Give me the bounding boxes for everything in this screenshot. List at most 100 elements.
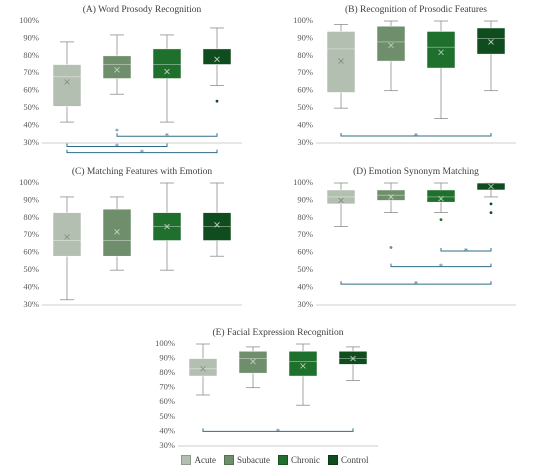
y-tick-label: 70% [23,67,39,77]
y-tick-label: 70% [23,229,39,239]
legend-label-chronic: Chronic [290,455,320,465]
y-tick-label: 80% [159,367,175,377]
box-control [338,346,368,381]
chart-panel-3: (D) Emotion Synonym Matching 30% 40% 50% 60%… [293,166,516,309]
box-body [102,55,132,79]
box-control [202,182,232,257]
legend-label-control: Control [340,455,369,465]
significance-star: * [439,262,443,271]
outlier-point [215,99,219,103]
mean-marker [388,194,394,200]
bracket-line [340,281,492,285]
y-tick-label: 40% [23,282,39,292]
y-tick-label: 90% [297,32,313,42]
mean-marker [214,222,220,228]
mean-marker [338,58,344,64]
mean-marker [438,49,444,56]
box-body [326,31,356,93]
box-body [376,25,406,62]
box-subacute [376,20,406,92]
box-body [476,27,506,55]
y-tick-label: 30% [159,440,175,450]
outlier-point [389,246,393,249]
bracket-line [440,247,492,252]
legend: Acute Subacute Chronic Control [0,455,550,465]
significance-star: * [165,132,169,141]
y-tick-label: 100% [293,177,313,187]
significance-bracket: * [66,142,168,151]
y-tick-label: 50% [23,102,39,112]
significance-bracket: * [340,132,492,141]
y-tick-label: 30% [23,299,39,309]
y-tick-label: 100% [19,177,39,187]
mean-marker [64,79,70,85]
chart-title: (A) Word Prosody Recognition [83,4,202,15]
legend-label-subacute: Subacute [236,455,270,465]
box-body [52,64,82,107]
y-tick-label: 80% [297,50,313,60]
box-subacute [102,34,132,95]
bracket-line [390,263,492,268]
box-acute [188,343,218,396]
y-tick-label: 90% [23,32,39,42]
significance-star: * [115,127,119,136]
box-body [426,189,456,203]
mean-marker [200,365,206,372]
significance-bracket: * [440,246,492,255]
box-body [288,351,318,377]
box-control [476,20,506,92]
legend-item-control: Control [327,455,369,465]
y-tick-label: 60% [23,247,39,257]
box-body [102,208,132,257]
legend-item-subacute: Subacute [223,455,270,465]
y-tick-label: 70% [159,382,175,392]
box-body [338,351,368,365]
box-subacute [238,346,268,389]
significance-bracket: * [66,148,218,157]
chart-title: (B) Recognition of Prosodic Features [345,4,487,15]
y-tick-label: 80% [23,212,39,222]
box-body [52,212,82,257]
y-tick-label: 90% [159,353,175,363]
y-tick-label: 100% [155,338,175,348]
outlier-point [489,202,493,206]
bracket-line [116,133,218,137]
mean-marker [388,42,394,49]
box-body [188,358,218,377]
bracket-line [202,428,354,432]
box-body [152,48,182,79]
significance-star: * [464,246,468,255]
box-control [476,182,506,215]
mean-marker [488,183,494,190]
y-tick-label: 100% [19,15,39,25]
chart-title: (E) Facial Expression Recognition [212,327,343,338]
y-tick-label: 90% [23,194,39,204]
box-acute [326,24,356,109]
y-tick-label: 60% [297,247,313,257]
y-tick-label: 50% [23,264,39,274]
box-chronic [426,182,456,222]
legend-swatch-control [327,455,338,465]
chart-panel-2: (C) Matching Features with Emotion 30% 40%… [19,166,242,309]
box-acute [52,196,82,301]
chart-title: (D) Emotion Synonym Matching [353,166,479,177]
mean-marker [438,195,444,202]
y-tick-label: 40% [159,425,175,435]
bracket-line [66,149,218,154]
box-acute [52,41,82,123]
box-body [202,48,232,65]
y-tick-label: 50% [297,102,313,112]
y-tick-label: 100% [293,15,313,25]
figure: (A) Word Prosody Recognition 30% 40% 50% 60%… [19,4,516,450]
box-subacute [102,196,132,271]
mean-marker [488,39,494,45]
y-tick-label: 40% [297,282,313,292]
box-acute [326,182,356,227]
significance-star: * [276,427,280,436]
legend-item-acute: Acute [181,455,216,465]
box-chronic [426,20,456,119]
chart-panel-1: (B) Recognition of Prosodic Features 30% 4… [293,4,516,147]
legend-swatch-chronic [277,455,288,465]
y-tick-label: 60% [159,396,175,406]
mean-marker [250,358,256,365]
